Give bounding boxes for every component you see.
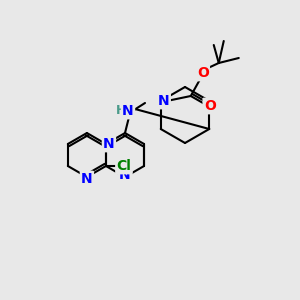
Text: N: N bbox=[103, 137, 115, 151]
Text: N: N bbox=[122, 104, 134, 118]
Text: Cl: Cl bbox=[116, 159, 131, 173]
Text: N: N bbox=[158, 94, 170, 108]
Text: N: N bbox=[81, 172, 93, 186]
Text: O: O bbox=[197, 66, 209, 80]
Text: H: H bbox=[116, 103, 126, 116]
Text: O: O bbox=[204, 99, 216, 113]
Text: N: N bbox=[119, 168, 131, 182]
